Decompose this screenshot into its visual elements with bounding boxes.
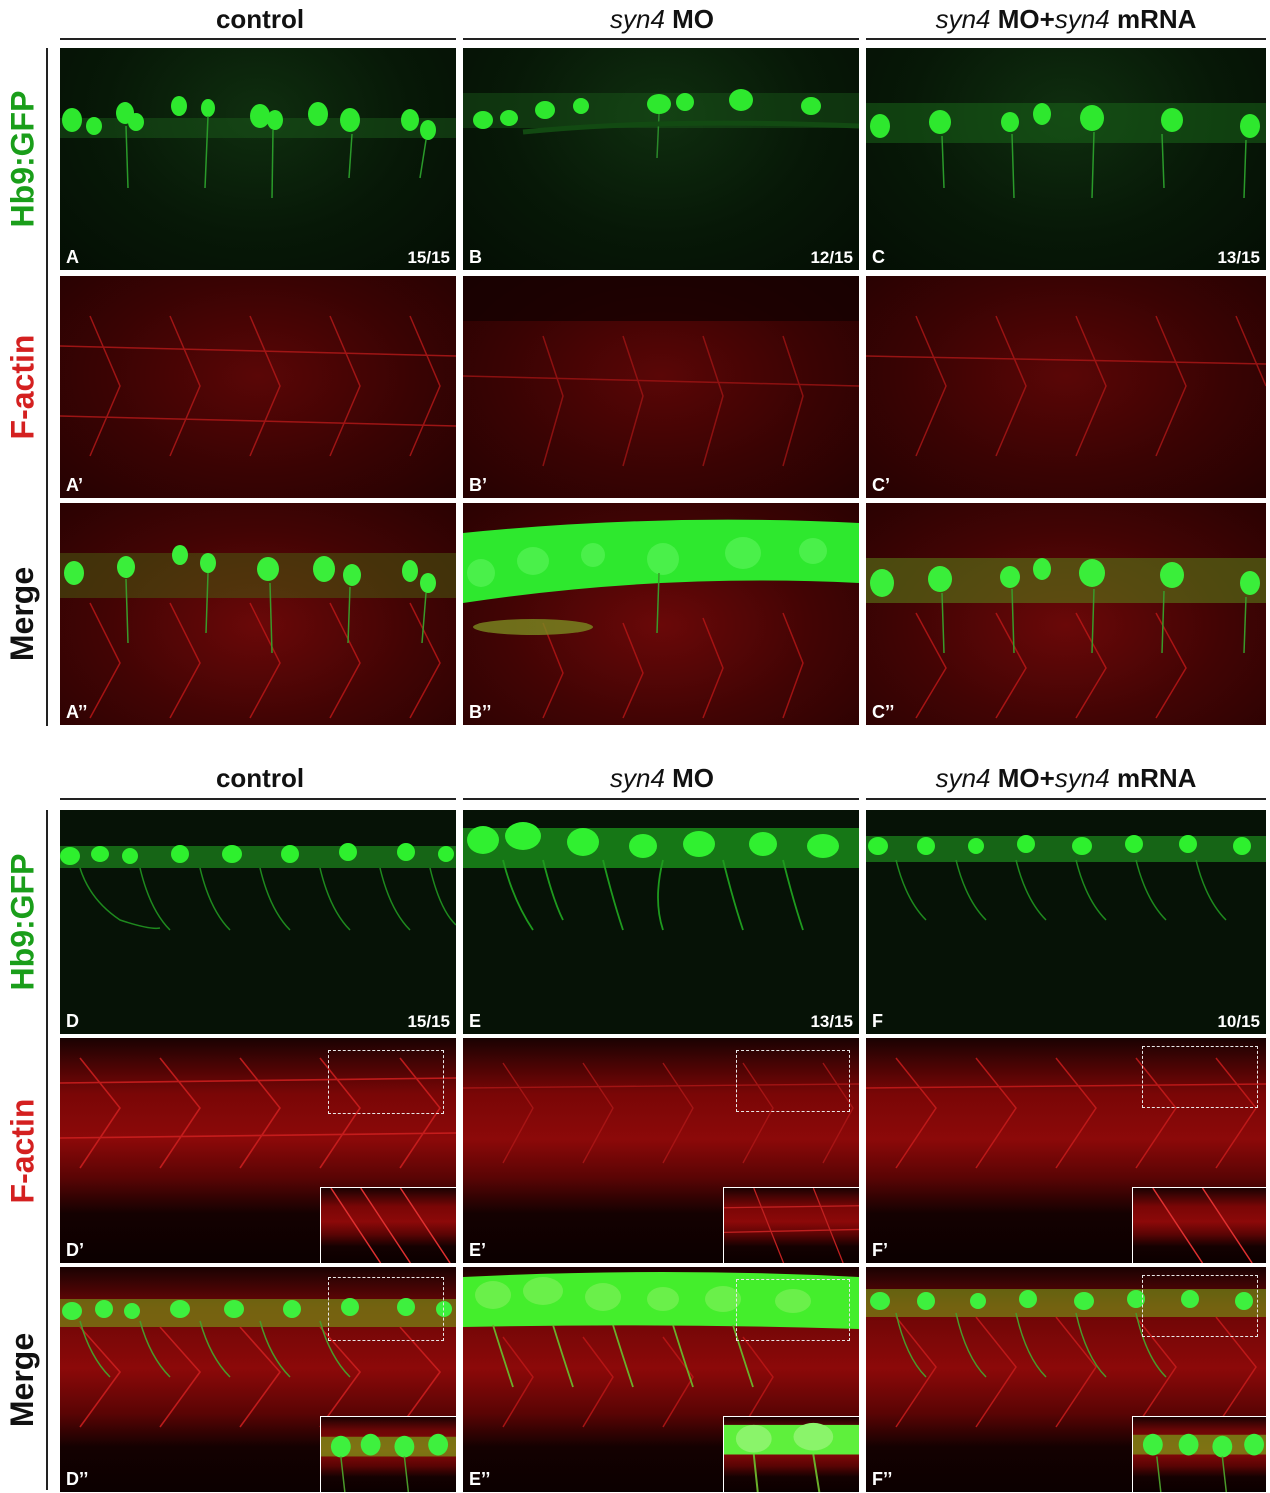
zoom-inset bbox=[723, 1416, 859, 1492]
panel-b-prime-label: B’ bbox=[469, 475, 487, 495]
panel-e-prime-actin: E’ bbox=[463, 1038, 859, 1263]
top-column-rule-1 bbox=[60, 38, 456, 40]
panel-e-fraction: 13/15 bbox=[810, 1012, 853, 1031]
bottom-row-label-factin: F-actin bbox=[4, 1098, 41, 1203]
bottom-column-title-syn4-mo: syn4 MO bbox=[609, 763, 715, 793]
panel-f-label: F bbox=[872, 1011, 883, 1031]
zoom-inset bbox=[320, 1416, 456, 1492]
panel-c-label: C bbox=[872, 247, 885, 267]
panel-d-prime-label: D’ bbox=[66, 1240, 84, 1260]
top-column-title-control: control bbox=[215, 4, 305, 34]
zoom-region-box bbox=[736, 1279, 850, 1341]
panel-f-dprime-merge: F’’ bbox=[866, 1267, 1266, 1492]
panel-e-gfp: E 13/15 bbox=[463, 810, 859, 1034]
panel-e-dprime-label: E’’ bbox=[469, 1469, 491, 1489]
bottom-row-label-merge: Merge bbox=[4, 1332, 40, 1427]
panel-a-dprime-merge: A’’ bbox=[60, 503, 456, 725]
panel-d-dprime-label: D’’ bbox=[66, 1469, 89, 1489]
zoom-region-box bbox=[328, 1277, 444, 1341]
bottom-row-label-gfp: Hb9:GFP bbox=[4, 853, 41, 991]
top-row-label-merge: Merge bbox=[4, 566, 40, 662]
panel-f-gfp: F 10/15 bbox=[866, 810, 1266, 1034]
zoom-inset bbox=[1132, 1416, 1266, 1492]
zoom-inset bbox=[320, 1187, 456, 1263]
panel-e-dprime-merge: E’’ bbox=[463, 1267, 859, 1492]
panel-d-dprime-merge: D’’ bbox=[60, 1267, 456, 1492]
panel-c-prime-actin: C’ bbox=[866, 276, 1266, 498]
zoom-region-box bbox=[328, 1050, 444, 1114]
panel-a-prime-actin: A’ bbox=[60, 276, 456, 498]
panel-c-fraction: 13/15 bbox=[1217, 248, 1260, 267]
zoom-region-box bbox=[1142, 1275, 1258, 1337]
panel-e-prime-label: E’ bbox=[469, 1240, 487, 1260]
panel-d-label: D bbox=[66, 1011, 79, 1031]
top-row-label-gfp: Hb9:GFP bbox=[4, 90, 41, 228]
bottom-column-title-control: control bbox=[215, 763, 305, 793]
panel-b-gfp: B 12/15 bbox=[463, 48, 859, 270]
panel-f-prime-label: F’ bbox=[872, 1240, 888, 1260]
zoom-inset bbox=[723, 1187, 859, 1263]
zoom-region-box bbox=[1142, 1046, 1258, 1108]
panel-a-prime-label: A’ bbox=[66, 475, 84, 495]
top-column-title-syn4-rescue: syn4 MO+syn4 mRNA bbox=[935, 4, 1197, 34]
bottom-column-rule-2 bbox=[463, 798, 859, 800]
zoom-region-box bbox=[736, 1050, 850, 1112]
panel-c-gfp: C 13/15 bbox=[866, 48, 1266, 270]
top-row-label-factin: F-actin bbox=[4, 334, 41, 440]
panel-d-prime-actin: D’ bbox=[60, 1038, 456, 1263]
panel-d-fraction: 15/15 bbox=[407, 1012, 450, 1031]
panel-a-fraction: 15/15 bbox=[407, 248, 450, 267]
panel-e-label: E bbox=[469, 1011, 482, 1031]
panel-b-fraction: 12/15 bbox=[810, 248, 853, 267]
bottom-column-title-syn4-rescue: syn4 MO+syn4 mRNA bbox=[935, 763, 1197, 793]
panel-f-dprime-label: F’’ bbox=[872, 1469, 893, 1489]
top-column-title-syn4-mo: syn4 MO bbox=[609, 4, 715, 34]
panel-b-dprime-merge: B’’ bbox=[463, 503, 859, 725]
zoom-inset bbox=[1132, 1187, 1266, 1263]
bottom-row-rule bbox=[46, 810, 48, 1490]
panel-c-prime-label: C’ bbox=[872, 475, 890, 495]
panel-c-dprime-merge: C’’ bbox=[866, 503, 1266, 725]
panel-f-prime-actin: F’ bbox=[866, 1038, 1266, 1263]
panel-a-label: A bbox=[66, 247, 79, 267]
top-row-rule bbox=[46, 48, 48, 726]
bottom-column-rule-1 bbox=[60, 798, 456, 800]
top-column-rule-2 bbox=[463, 38, 859, 40]
panel-b-dprime-label: B’’ bbox=[469, 702, 492, 722]
panel-a-gfp: A 15/15 bbox=[60, 48, 456, 270]
panel-a-dprime-label: A’’ bbox=[66, 702, 88, 722]
bottom-column-rule-3 bbox=[866, 798, 1266, 800]
panel-c-dprime-label: C’’ bbox=[872, 702, 895, 722]
panel-d-gfp: D 15/15 bbox=[60, 810, 456, 1034]
panel-b-label: B bbox=[469, 247, 482, 267]
top-column-rule-3 bbox=[866, 38, 1266, 40]
panel-b-prime-actin: B’ bbox=[463, 276, 859, 498]
panel-f-fraction: 10/15 bbox=[1217, 1012, 1260, 1031]
